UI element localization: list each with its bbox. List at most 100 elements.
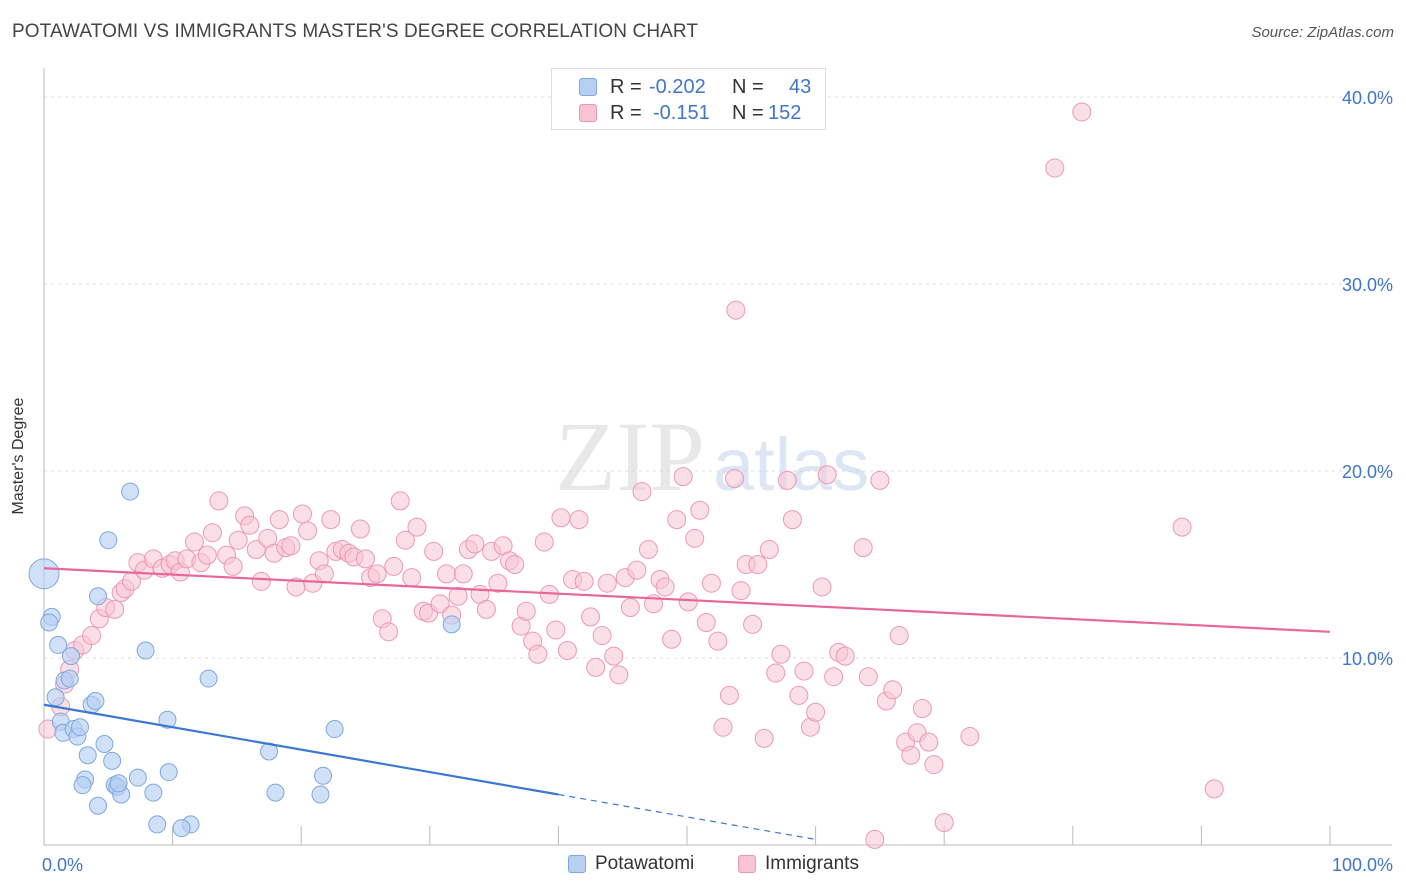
- immigrants-point: [889, 626, 909, 646]
- immigrants-point: [743, 614, 763, 634]
- series-legend: Potawatomi Immigrants: [0, 853, 1406, 877]
- immigrants-point: [754, 728, 774, 748]
- potawatomi-point: [109, 774, 128, 793]
- legend-item-potawatomi[interactable]: Potawatomi: [568, 853, 694, 875]
- grid-lines: [44, 96, 1392, 659]
- immigrants-point: [592, 626, 612, 646]
- immigrants-point: [82, 626, 102, 646]
- immigrants-point: [350, 519, 370, 539]
- immigrants-points: [38, 102, 1224, 849]
- n-label: N =: [732, 102, 764, 124]
- immigrants-point: [620, 598, 640, 618]
- potawatomi-point: [89, 796, 108, 815]
- immigrants-point: [223, 556, 243, 576]
- immigrants-point: [924, 755, 944, 775]
- immigrants-point: [771, 644, 791, 664]
- potawatomi-point: [71, 718, 90, 737]
- potawatomi-points: [28, 482, 461, 838]
- immigrants-point: [534, 532, 554, 552]
- potawatomi-point: [86, 692, 105, 711]
- n-value: 152: [768, 102, 802, 124]
- immigrants-point: [367, 564, 387, 584]
- r-label: R =: [610, 102, 642, 124]
- potawatomi-point: [325, 720, 344, 739]
- immigrants-point: [390, 491, 410, 511]
- potawatomi-point: [78, 746, 97, 765]
- immigrants-swatch: [579, 104, 597, 122]
- r-label: R =: [610, 76, 642, 98]
- immigrants-point: [667, 510, 687, 530]
- immigrants-point: [690, 500, 710, 520]
- immigrants-point: [298, 521, 318, 541]
- immigrants-point: [835, 646, 855, 666]
- immigrants-point: [424, 541, 444, 561]
- potawatomi-point: [144, 783, 163, 802]
- immigrants-point: [448, 586, 468, 606]
- immigrants-point: [759, 540, 779, 560]
- immigrants-point: [817, 465, 837, 485]
- potawatomi-point: [159, 763, 178, 782]
- potawatomi-point: [49, 635, 68, 654]
- potawatomi-point: [121, 482, 140, 501]
- immigrants-point: [865, 829, 885, 849]
- immigrants-point: [870, 470, 890, 490]
- immigrants-point: [228, 530, 248, 550]
- y-tick-label: 20.0%: [1342, 462, 1393, 482]
- x-tick-label: 100.0%: [1332, 855, 1393, 875]
- immigrants-point: [960, 727, 980, 747]
- immigrants-point: [789, 685, 809, 705]
- immigrants-point: [794, 661, 814, 681]
- immigrants-point: [748, 555, 768, 574]
- immigrants-point: [685, 528, 705, 548]
- potawatomi-swatch: [568, 855, 586, 873]
- immigrants-point: [430, 594, 450, 614]
- immigrants-point: [209, 491, 229, 511]
- immigrants-point: [437, 564, 457, 584]
- potawatomi-point: [172, 819, 191, 838]
- potawatomi-point: [60, 669, 79, 688]
- immigrants-point: [528, 644, 548, 664]
- potawatomi-point: [311, 785, 330, 804]
- immigrants-point: [604, 646, 624, 666]
- y-tick-label: 30.0%: [1342, 275, 1393, 295]
- x-tick-label: 0.0%: [42, 855, 83, 875]
- y-tick-label: 40.0%: [1342, 88, 1393, 108]
- immigrants-point: [379, 622, 399, 642]
- immigrants-point: [586, 657, 606, 677]
- immigrants-point: [609, 665, 629, 685]
- trend-lines: [43, 567, 1331, 840]
- immigrants-point: [673, 467, 693, 487]
- immigrants-point: [402, 568, 422, 588]
- legend-label-potawatomi: Potawatomi: [595, 853, 695, 874]
- immigrants-point: [766, 663, 786, 683]
- immigrants-point: [251, 571, 271, 591]
- immigrants-point: [883, 680, 903, 700]
- immigrants-point: [574, 571, 594, 591]
- potawatomi-point: [266, 783, 285, 802]
- potawatomi-point: [148, 815, 167, 834]
- watermark-atlas: atlas: [713, 423, 869, 506]
- potawatomi-point: [158, 710, 177, 729]
- immigrants-point: [384, 556, 404, 576]
- n-value: 43: [789, 76, 812, 98]
- immigrants-point: [708, 631, 728, 651]
- potawatomi-point: [62, 647, 81, 666]
- immigrants-point: [719, 685, 739, 705]
- immigrants-point: [638, 540, 658, 560]
- potawatomi-point: [99, 531, 118, 550]
- axes: [43, 68, 1392, 846]
- immigrants-point: [696, 612, 716, 632]
- legend-item-immigrants[interactable]: Immigrants: [738, 853, 859, 875]
- immigrants-point: [701, 573, 721, 593]
- immigrants-point: [853, 538, 873, 558]
- immigrants-point: [453, 564, 473, 584]
- immigrants-point: [812, 577, 832, 597]
- immigrants-point: [713, 717, 733, 737]
- immigrants-point: [731, 581, 751, 601]
- immigrants-point: [655, 577, 675, 597]
- r-value: -0.151: [653, 102, 710, 124]
- immigrants-point: [551, 508, 571, 528]
- legend-row-potawatomi: R = -0.202 N = 43: [552, 75, 825, 101]
- immigrants-point: [281, 536, 301, 556]
